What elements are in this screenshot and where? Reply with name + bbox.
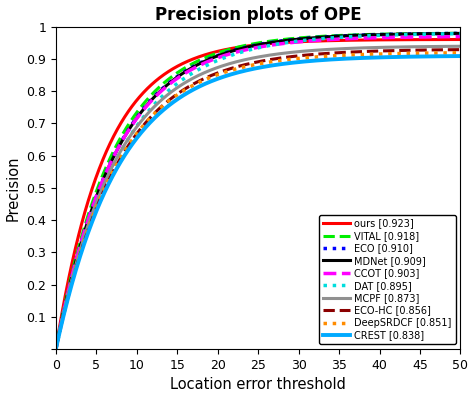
Title: Precision plots of OPE: Precision plots of OPE [155,6,362,23]
Legend: ours [0.923], VITAL [0.918], ECO [0.910], MDNet [0.909], CCOT [0.903], DAT [0.89: ours [0.923], VITAL [0.918], ECO [0.910]… [319,215,456,344]
X-axis label: Location error threshold: Location error threshold [170,377,346,392]
Y-axis label: Precision: Precision [6,155,20,220]
